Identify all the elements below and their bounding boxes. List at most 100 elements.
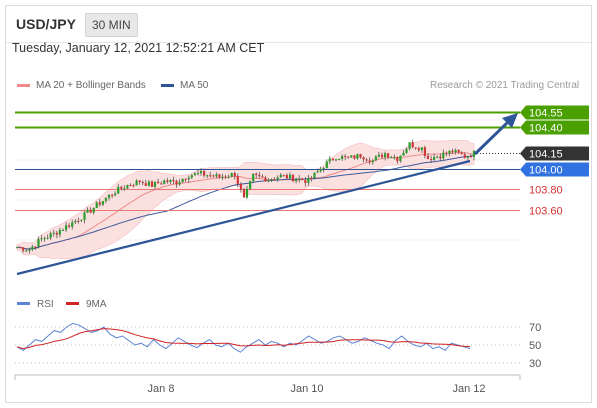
candle-body (334, 159, 338, 161)
candle-body (169, 180, 172, 182)
candle-body (89, 209, 92, 213)
candle-body (350, 155, 353, 158)
support-trendline (16, 159, 471, 276)
chart-header: USD/JPY 30 MIN (6, 6, 591, 43)
candle-body (295, 179, 298, 182)
x-label-jan8: Jan 8 (148, 383, 175, 395)
candle-body (252, 173, 255, 182)
candle-body (111, 194, 114, 196)
level-label-box (520, 146, 589, 161)
candle-body (71, 222, 74, 227)
candle-body (117, 186, 120, 194)
candle-body (184, 178, 187, 180)
rsi-ma-swatch (66, 302, 79, 305)
candle-body (276, 177, 279, 180)
x-label-jan12: Jan 12 (452, 383, 485, 395)
candle-body (285, 175, 288, 179)
candle-body (325, 161, 328, 168)
candle-body (172, 180, 175, 181)
candle-body (322, 168, 325, 169)
candle-body (166, 180, 169, 182)
candle-body (163, 180, 166, 184)
candle-body (463, 154, 466, 158)
trendline (16, 113, 518, 276)
rsi-swatch (17, 302, 30, 305)
candle-body (92, 208, 95, 213)
candle-body (233, 173, 236, 177)
candle-body (236, 176, 239, 184)
candle-body (442, 152, 445, 159)
candle-body (132, 185, 135, 187)
candle-body (98, 202, 101, 205)
candle-body (80, 219, 83, 221)
candle-body (224, 176, 227, 178)
candle-body (316, 171, 319, 173)
candle-body (402, 152, 405, 156)
rsi-panel: 70 50 30 (15, 322, 541, 370)
rsi-legend: RSI 9MA (17, 299, 107, 310)
candle-body (34, 246, 37, 248)
candle-body (28, 249, 31, 251)
candle-body (436, 156, 439, 158)
ma50-line (17, 155, 475, 250)
candle-body (411, 142, 414, 148)
candle-body (196, 173, 200, 175)
level-label-box (520, 105, 589, 120)
rsi-tick-label: 30 (529, 358, 541, 370)
candle-body (22, 247, 25, 251)
candle-body (380, 154, 384, 158)
candle-body (396, 157, 399, 162)
level-label-box (520, 120, 589, 135)
candle-body (362, 157, 365, 160)
candle-body (77, 220, 80, 222)
candle-body (15, 247, 19, 249)
projection-arrow-head (502, 113, 518, 128)
candle-body (68, 225, 71, 227)
candle-body (288, 174, 292, 179)
candle-body (120, 186, 123, 189)
level-labels: 104.55 104.40 104.15 104.00 103.80 103.60 (520, 105, 589, 218)
candle-body (399, 155, 402, 162)
interval-button[interactable]: 30 MIN (85, 13, 138, 37)
candle-body (359, 154, 362, 158)
candle-body (175, 180, 178, 185)
candle-body (43, 238, 46, 240)
rsi-tick-label: 50 (529, 340, 541, 352)
level-label-support: 103.80 (529, 185, 563, 197)
candle-body (384, 153, 387, 158)
rsi-ma-legend-label: 9MA (86, 299, 107, 310)
candle-body (55, 232, 58, 235)
candle-body (242, 189, 246, 198)
level-label-text: 104.55 (529, 108, 563, 120)
candle-body (52, 232, 55, 234)
candle-body (423, 147, 426, 156)
level-label-text: 104.00 (529, 165, 563, 177)
candle-body (445, 152, 448, 154)
candle-body (258, 175, 261, 177)
candle-body (282, 174, 285, 176)
symbol-title: USD/JPY (16, 16, 76, 32)
level-label-last: 104.15 (520, 146, 589, 161)
candle-body (107, 194, 111, 198)
candle-body (31, 246, 34, 250)
candle-body (230, 173, 233, 177)
candle-body (331, 158, 334, 161)
legend-ma-bb-label: MA 20 + Bollinger Bands (36, 80, 146, 91)
candle-body (368, 160, 371, 163)
candle-body (264, 177, 267, 182)
candle-body (101, 201, 104, 205)
level-label-text: 104.15 (529, 149, 563, 161)
candle-body (291, 174, 295, 182)
candle-body (270, 179, 273, 181)
legend-ma-bb: MA 20 + Bollinger Bands (17, 80, 146, 91)
candle-body (267, 180, 270, 182)
candle-body (74, 220, 77, 223)
level-label-resistance: 104.40 (520, 120, 589, 135)
candle-body (405, 148, 408, 153)
candle-body (433, 157, 436, 161)
candle-body (448, 150, 451, 154)
candle-body (135, 180, 138, 186)
candle-body (181, 178, 184, 182)
candle-body (249, 181, 252, 189)
